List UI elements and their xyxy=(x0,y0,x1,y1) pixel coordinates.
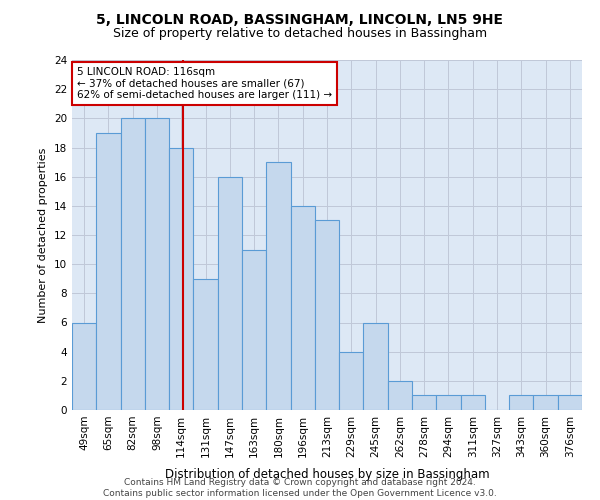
Y-axis label: Number of detached properties: Number of detached properties xyxy=(38,148,49,322)
Bar xyxy=(193,279,218,410)
Bar xyxy=(461,396,485,410)
Bar xyxy=(388,381,412,410)
Bar xyxy=(121,118,145,410)
Text: 5, LINCOLN ROAD, BASSINGHAM, LINCOLN, LN5 9HE: 5, LINCOLN ROAD, BASSINGHAM, LINCOLN, LN… xyxy=(97,12,503,26)
Bar xyxy=(558,396,582,410)
Bar xyxy=(509,396,533,410)
Bar xyxy=(96,133,121,410)
X-axis label: Distribution of detached houses by size in Bassingham: Distribution of detached houses by size … xyxy=(164,468,490,481)
Text: 5 LINCOLN ROAD: 116sqm
← 37% of detached houses are smaller (67)
62% of semi-det: 5 LINCOLN ROAD: 116sqm ← 37% of detached… xyxy=(77,67,332,100)
Text: Size of property relative to detached houses in Bassingham: Size of property relative to detached ho… xyxy=(113,28,487,40)
Bar xyxy=(169,148,193,410)
Bar xyxy=(266,162,290,410)
Bar xyxy=(412,396,436,410)
Bar xyxy=(339,352,364,410)
Bar xyxy=(315,220,339,410)
Bar xyxy=(218,176,242,410)
Bar xyxy=(145,118,169,410)
Bar xyxy=(533,396,558,410)
Bar xyxy=(242,250,266,410)
Bar xyxy=(436,396,461,410)
Bar xyxy=(290,206,315,410)
Bar xyxy=(364,322,388,410)
Bar xyxy=(72,322,96,410)
Text: Contains HM Land Registry data © Crown copyright and database right 2024.
Contai: Contains HM Land Registry data © Crown c… xyxy=(103,478,497,498)
